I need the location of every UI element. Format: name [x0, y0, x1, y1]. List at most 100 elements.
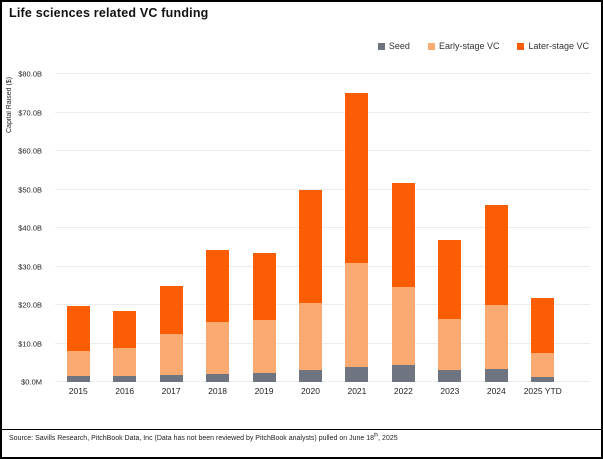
y-tick-label-70: $70.0B	[18, 108, 42, 117]
legend-label: Later-stage VC	[528, 41, 589, 51]
y-tick-label-40: $40.0B	[18, 223, 42, 233]
y-tick-label-80: $80.0B	[18, 69, 42, 79]
bar-2018	[206, 249, 230, 382]
gridline-10	[55, 342, 590, 344]
bar-2021	[345, 93, 369, 382]
bar-segment-later-stage-vc-2020	[298, 190, 322, 304]
x-tick-label-2022: 2022	[393, 386, 413, 396]
bar-2016	[113, 310, 137, 382]
bar-segment-early-stage-vc-2018	[206, 321, 230, 374]
bar-segment-later-stage-vc-2025-YTD	[531, 297, 555, 354]
bar-segment-early-stage-vc-2024	[484, 305, 508, 369]
bar-column-2015: 2015	[55, 74, 101, 396]
bar-2015	[66, 305, 90, 382]
bar-segment-early-stage-vc-2017	[159, 333, 183, 376]
bar-segment-early-stage-vc-2023	[438, 318, 462, 370]
bar-column-2021: 2021	[334, 74, 380, 396]
legend-item-later-stage-vc: Later-stage VC	[517, 41, 589, 51]
bar-segment-later-stage-vc-2023	[438, 239, 462, 319]
source-text: Source: Savills Research, PitchBook Data…	[9, 435, 374, 442]
gridline-60	[55, 150, 590, 151]
x-tick-label-2017: 2017	[161, 386, 181, 396]
bar-segment-early-stage-vc-2016	[113, 348, 137, 376]
legend-item-seed: Seed	[377, 41, 410, 51]
bar-segment-seed-2021	[345, 367, 369, 382]
x-tick-label-2021: 2021	[347, 386, 367, 396]
bar-segment-seed-2015	[66, 376, 90, 382]
footer-divider	[2, 429, 601, 430]
plot-area: 2015 2016 2017 2018 2019 2020 2021 2022 2023 2024…	[55, 73, 590, 396]
bar-segment-later-stage-vc-2022	[391, 183, 415, 287]
y-tick-label-30: $30.0B	[18, 262, 42, 271]
bar-segment-later-stage-vc-2016	[113, 310, 137, 349]
bar-column-2023: 2023	[427, 74, 473, 396]
bar-segment-early-stage-vc-2021	[345, 263, 369, 367]
y-axis-ticks: $0.0M $10.0B $20.0B $30.0B $40.0B $50.0B $60.0…	[2, 70, 48, 387]
gridline-50	[55, 188, 590, 190]
bar-column-2024: 2024	[473, 74, 519, 396]
bar-2025-YTD	[531, 297, 555, 382]
gridline-40	[55, 227, 590, 228]
gridline-30	[55, 265, 590, 267]
bar-segment-seed-2020	[298, 369, 322, 382]
bar-column-2022: 2022	[380, 74, 426, 396]
chart-title: Life sciences related VC funding	[9, 6, 209, 20]
bar-segment-early-stage-vc-2020	[298, 303, 322, 370]
bar-column-2018: 2018	[194, 74, 240, 396]
bar-segment-seed-2024	[484, 368, 508, 382]
bar-segment-later-stage-vc-2015	[66, 305, 90, 351]
x-tick-label-2020: 2020	[301, 386, 320, 396]
y-tick-label-0: $0.0M	[21, 377, 42, 387]
bar-segment-early-stage-vc-2025-YTD	[531, 353, 555, 378]
x-tick-label-2015: 2015	[68, 386, 88, 396]
bar-segment-early-stage-vc-2022	[391, 286, 415, 366]
bar-segment-seed-2018	[206, 373, 230, 382]
gridlines	[55, 73, 590, 382]
bar-2022	[391, 183, 415, 382]
bar-segment-later-stage-vc-2018	[206, 249, 230, 322]
bars-row: 2015 2016 2017 2018 2019 2020 2021 2022 2023 2024…	[55, 74, 590, 396]
x-tick-label-2016: 2016	[115, 386, 135, 396]
gridline-70	[55, 111, 590, 113]
x-tick-label-2025-YTD: 2025 YTD	[523, 386, 562, 396]
gridline-0	[55, 381, 590, 382]
y-tick-label-50: $50.0B	[18, 185, 42, 194]
source-text-suffix: , 2025	[378, 435, 398, 442]
bar-column-2017: 2017	[148, 74, 194, 396]
bar-column-2019: 2019	[241, 74, 287, 396]
bar-segment-early-stage-vc-2015	[66, 350, 90, 377]
legend-label: Seed	[388, 41, 410, 51]
source-note: Source: Savills Research, PitchBook Data…	[9, 432, 398, 442]
x-tick-label-2019: 2019	[254, 386, 274, 396]
bar-segment-seed-2022	[391, 365, 415, 382]
bar-segment-early-stage-vc-2019	[252, 320, 276, 373]
bar-segment-seed-2023	[438, 369, 462, 382]
bar-segment-later-stage-vc-2021	[345, 93, 369, 264]
x-tick-label-2023: 2023	[440, 386, 460, 396]
y-tick-label-60: $60.0B	[18, 146, 42, 156]
bar-2019	[252, 253, 276, 382]
bar-column-2020: 2020	[287, 74, 333, 396]
bar-2024	[484, 204, 508, 382]
legend: Seed Early-stage VC Later-stage VC	[377, 41, 589, 51]
legend-swatch-icon	[427, 42, 435, 50]
bar-2017	[159, 286, 183, 382]
gridline-80	[55, 73, 590, 74]
bar-2023	[438, 239, 462, 382]
source-superscript: th	[373, 432, 379, 439]
legend-item-early-stage-vc: Early-stage VC	[427, 41, 500, 51]
legend-label: Early-stage VC	[438, 41, 500, 51]
bar-segment-seed-2016	[113, 375, 137, 382]
bar-segment-seed-2017	[159, 375, 183, 382]
legend-swatch-icon	[517, 42, 525, 50]
bar-segment-later-stage-vc-2017	[159, 286, 183, 334]
bar-segment-later-stage-vc-2019	[252, 253, 276, 321]
bar-segment-seed-2025-YTD	[531, 377, 555, 382]
bar-2020	[298, 190, 322, 382]
bar-segment-seed-2019	[252, 372, 276, 382]
y-tick-label-20: $20.0B	[18, 300, 42, 310]
bar-column-2025-YTD: 2025 YTD	[520, 74, 566, 396]
y-tick-label-10: $10.0B	[18, 339, 42, 348]
legend-swatch-icon	[377, 42, 385, 50]
